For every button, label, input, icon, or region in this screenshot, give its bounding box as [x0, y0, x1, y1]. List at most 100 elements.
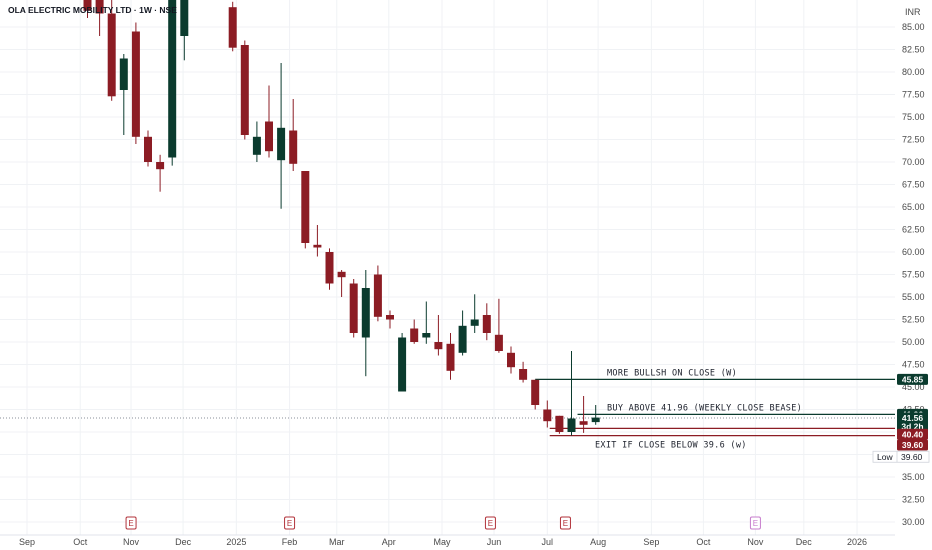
earnings-marker-label: E: [753, 519, 758, 528]
candle[interactable]: [180, 0, 189, 61]
candle[interactable]: [95, 0, 104, 36]
candle-body: [337, 271, 346, 278]
candle[interactable]: [313, 225, 322, 257]
candle[interactable]: [373, 265, 382, 322]
candle[interactable]: [156, 154, 165, 192]
annotation-label: MORE BULLSH ON CLOSE (W): [607, 368, 737, 378]
candle[interactable]: [410, 319, 419, 344]
candle[interactable]: [301, 171, 310, 249]
candle[interactable]: [398, 333, 407, 392]
time-tick-label: 2026: [847, 537, 867, 547]
price-tag-badge: [897, 373, 928, 385]
time-tick-label: Sep: [643, 537, 659, 547]
candle-body: [119, 58, 128, 90]
candle-body: [422, 333, 431, 338]
plot-area[interactable]: MORE BULLSH ON CLOSE (W) BUY ABOVE 41.96 …: [0, 0, 895, 535]
price-tick-label: 30.00: [902, 517, 925, 527]
candle[interactable]: [361, 270, 370, 377]
candle[interactable]: [494, 298, 503, 353]
time-tick-label: Oct: [73, 537, 88, 547]
low-marker-label: Low: [877, 452, 893, 462]
price-tick-label: 82.50: [902, 45, 925, 55]
candle-body: [410, 328, 419, 342]
candle[interactable]: [289, 99, 298, 171]
time-tick-label: Mar: [329, 537, 345, 547]
candle[interactable]: [555, 415, 564, 434]
candle[interactable]: [446, 333, 455, 380]
candle[interactable]: [168, 0, 177, 166]
time-tick-label: Aug: [590, 537, 606, 547]
candle[interactable]: [531, 379, 540, 410]
annotation-label: EXIT IF CLOSE BELOW 39.6 (w): [595, 441, 747, 451]
candle[interactable]: [144, 130, 152, 167]
time-tick-label: Dec: [175, 537, 192, 547]
price-tick-label: 47.50: [902, 360, 925, 370]
price-tick-label: 85.00: [902, 22, 925, 32]
candle[interactable]: [265, 85, 273, 158]
candle[interactable]: [482, 303, 491, 341]
candle[interactable]: [83, 0, 92, 18]
earnings-marker-icon[interactable]: [559, 516, 571, 530]
price-tick-label: 67.50: [902, 180, 925, 190]
candle[interactable]: [507, 346, 515, 374]
candle[interactable]: [107, 0, 116, 101]
low-marker-value: 39.60: [901, 452, 923, 462]
candle-body: [470, 319, 479, 326]
time-tick-label: Nov: [747, 537, 764, 547]
candle[interactable]: [458, 310, 467, 356]
candle[interactable]: [349, 279, 358, 338]
earnings-marker-label: E: [563, 519, 568, 528]
candle-body: [83, 0, 92, 11]
candle-body: [361, 288, 370, 338]
candle[interactable]: [519, 361, 528, 383]
price-tick-label: 32.50: [902, 495, 925, 505]
candle-body: [95, 0, 104, 14]
candle-body: [349, 283, 358, 333]
candle[interactable]: [228, 1, 237, 52]
candle-body: [446, 343, 455, 371]
price-tick-label: 45.00: [902, 382, 925, 392]
candle-body: [579, 421, 588, 425]
candle[interactable]: [325, 248, 334, 290]
candle[interactable]: [337, 270, 346, 297]
price-tag-text: 39.60: [902, 440, 924, 450]
price-tick-label: 70.00: [902, 157, 925, 167]
low-marker-box: [872, 450, 930, 463]
earnings-marker-label: E: [128, 519, 133, 528]
candle[interactable]: [591, 405, 600, 425]
candle[interactable]: [422, 301, 431, 344]
candle[interactable]: [567, 351, 576, 436]
candle[interactable]: [470, 294, 479, 333]
earnings-marker-icon[interactable]: [125, 516, 137, 530]
candle[interactable]: [386, 310, 394, 329]
earnings-marker-icon[interactable]: [284, 516, 296, 530]
candle-body: [507, 352, 515, 368]
candle[interactable]: [119, 54, 128, 135]
price-tick-label: 62.50: [902, 225, 925, 235]
time-tick-label: Dec: [796, 537, 813, 547]
earnings-marker-icon[interactable]: [484, 516, 496, 530]
candle[interactable]: [543, 400, 552, 428]
candle[interactable]: [252, 121, 261, 163]
candle-body: [386, 315, 394, 320]
candle-body: [301, 171, 310, 243]
earnings-marker-icon[interactable]: [749, 516, 761, 530]
earnings-marker-label: E: [488, 519, 493, 528]
time-tick-label: Jul: [542, 537, 554, 547]
candle[interactable]: [277, 63, 286, 209]
time-tick-label: Jun: [487, 537, 502, 547]
candle-body: [458, 325, 467, 353]
price-tick-label: 65.00: [902, 202, 925, 212]
candle[interactable]: [240, 40, 249, 140]
price-tick-label: 72.50: [902, 135, 925, 145]
price-axis[interactable]: 30.0032.5035.0037.5040.0042.5045.0047.50…: [872, 0, 932, 550]
price-tag-text: 45.85: [902, 374, 924, 384]
time-tick-label: Apr: [382, 537, 396, 547]
candle[interactable]: [131, 22, 140, 145]
candle[interactable]: [434, 315, 443, 356]
candle-body: [494, 334, 503, 351]
time-axis[interactable]: Sep Oct Nov Dec 2025 Feb Mar Apr May Jun Jul Aug Sep…: [0, 534, 895, 547]
time-tick-label: 2025: [226, 537, 246, 547]
candle[interactable]: [579, 396, 588, 433]
